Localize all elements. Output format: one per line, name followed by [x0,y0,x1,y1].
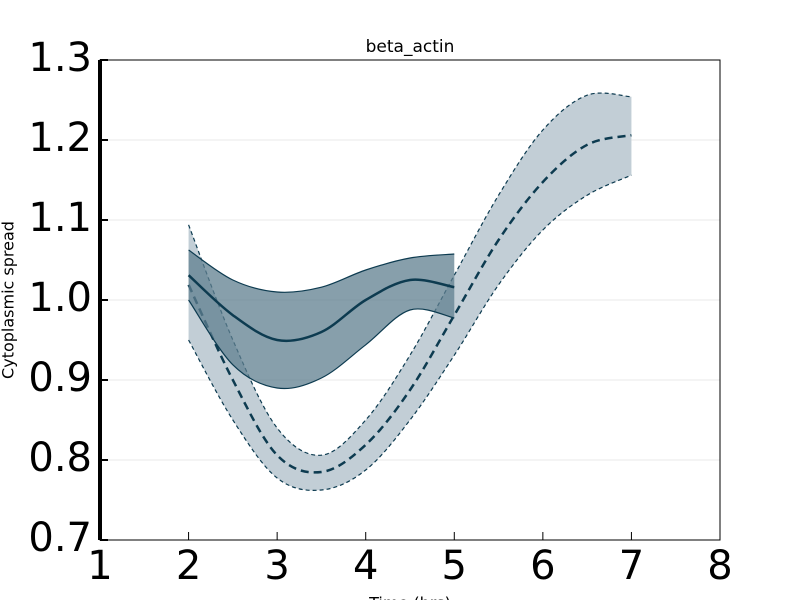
band-edge [188,299,455,390]
y-tick-label: 0.9 [28,355,92,401]
confidence-band [188,93,632,491]
y-axis-label: Cytoplasmic spread [0,221,18,379]
y-tick-label: 0.8 [28,435,92,481]
confidence-band [188,250,455,389]
x-tick-label: 6 [530,543,555,589]
x-tick-label: 4 [353,543,378,589]
mean-line [187,133,632,474]
x-axis-label: Time (hrs) [368,594,451,600]
mean-line [187,274,455,343]
x-tick-label: 1 [87,543,112,589]
x-tick-label: 3 [264,543,289,589]
y-tick-label: 0.7 [28,515,92,561]
band-edge [188,174,632,491]
y-tick-label: 1.0 [28,275,92,321]
x-tick-label: 2 [176,543,201,589]
band-edge [188,249,455,293]
y-tick-label: 1.2 [28,115,92,161]
y-tick-label: 1.3 [28,35,92,81]
y-tick-label: 1.1 [28,195,92,241]
x-tick-label: 7 [619,543,644,589]
x-tick-label: 8 [707,543,732,589]
x-tick-label: 5 [442,543,467,589]
chart-title: beta_actin [366,37,455,57]
